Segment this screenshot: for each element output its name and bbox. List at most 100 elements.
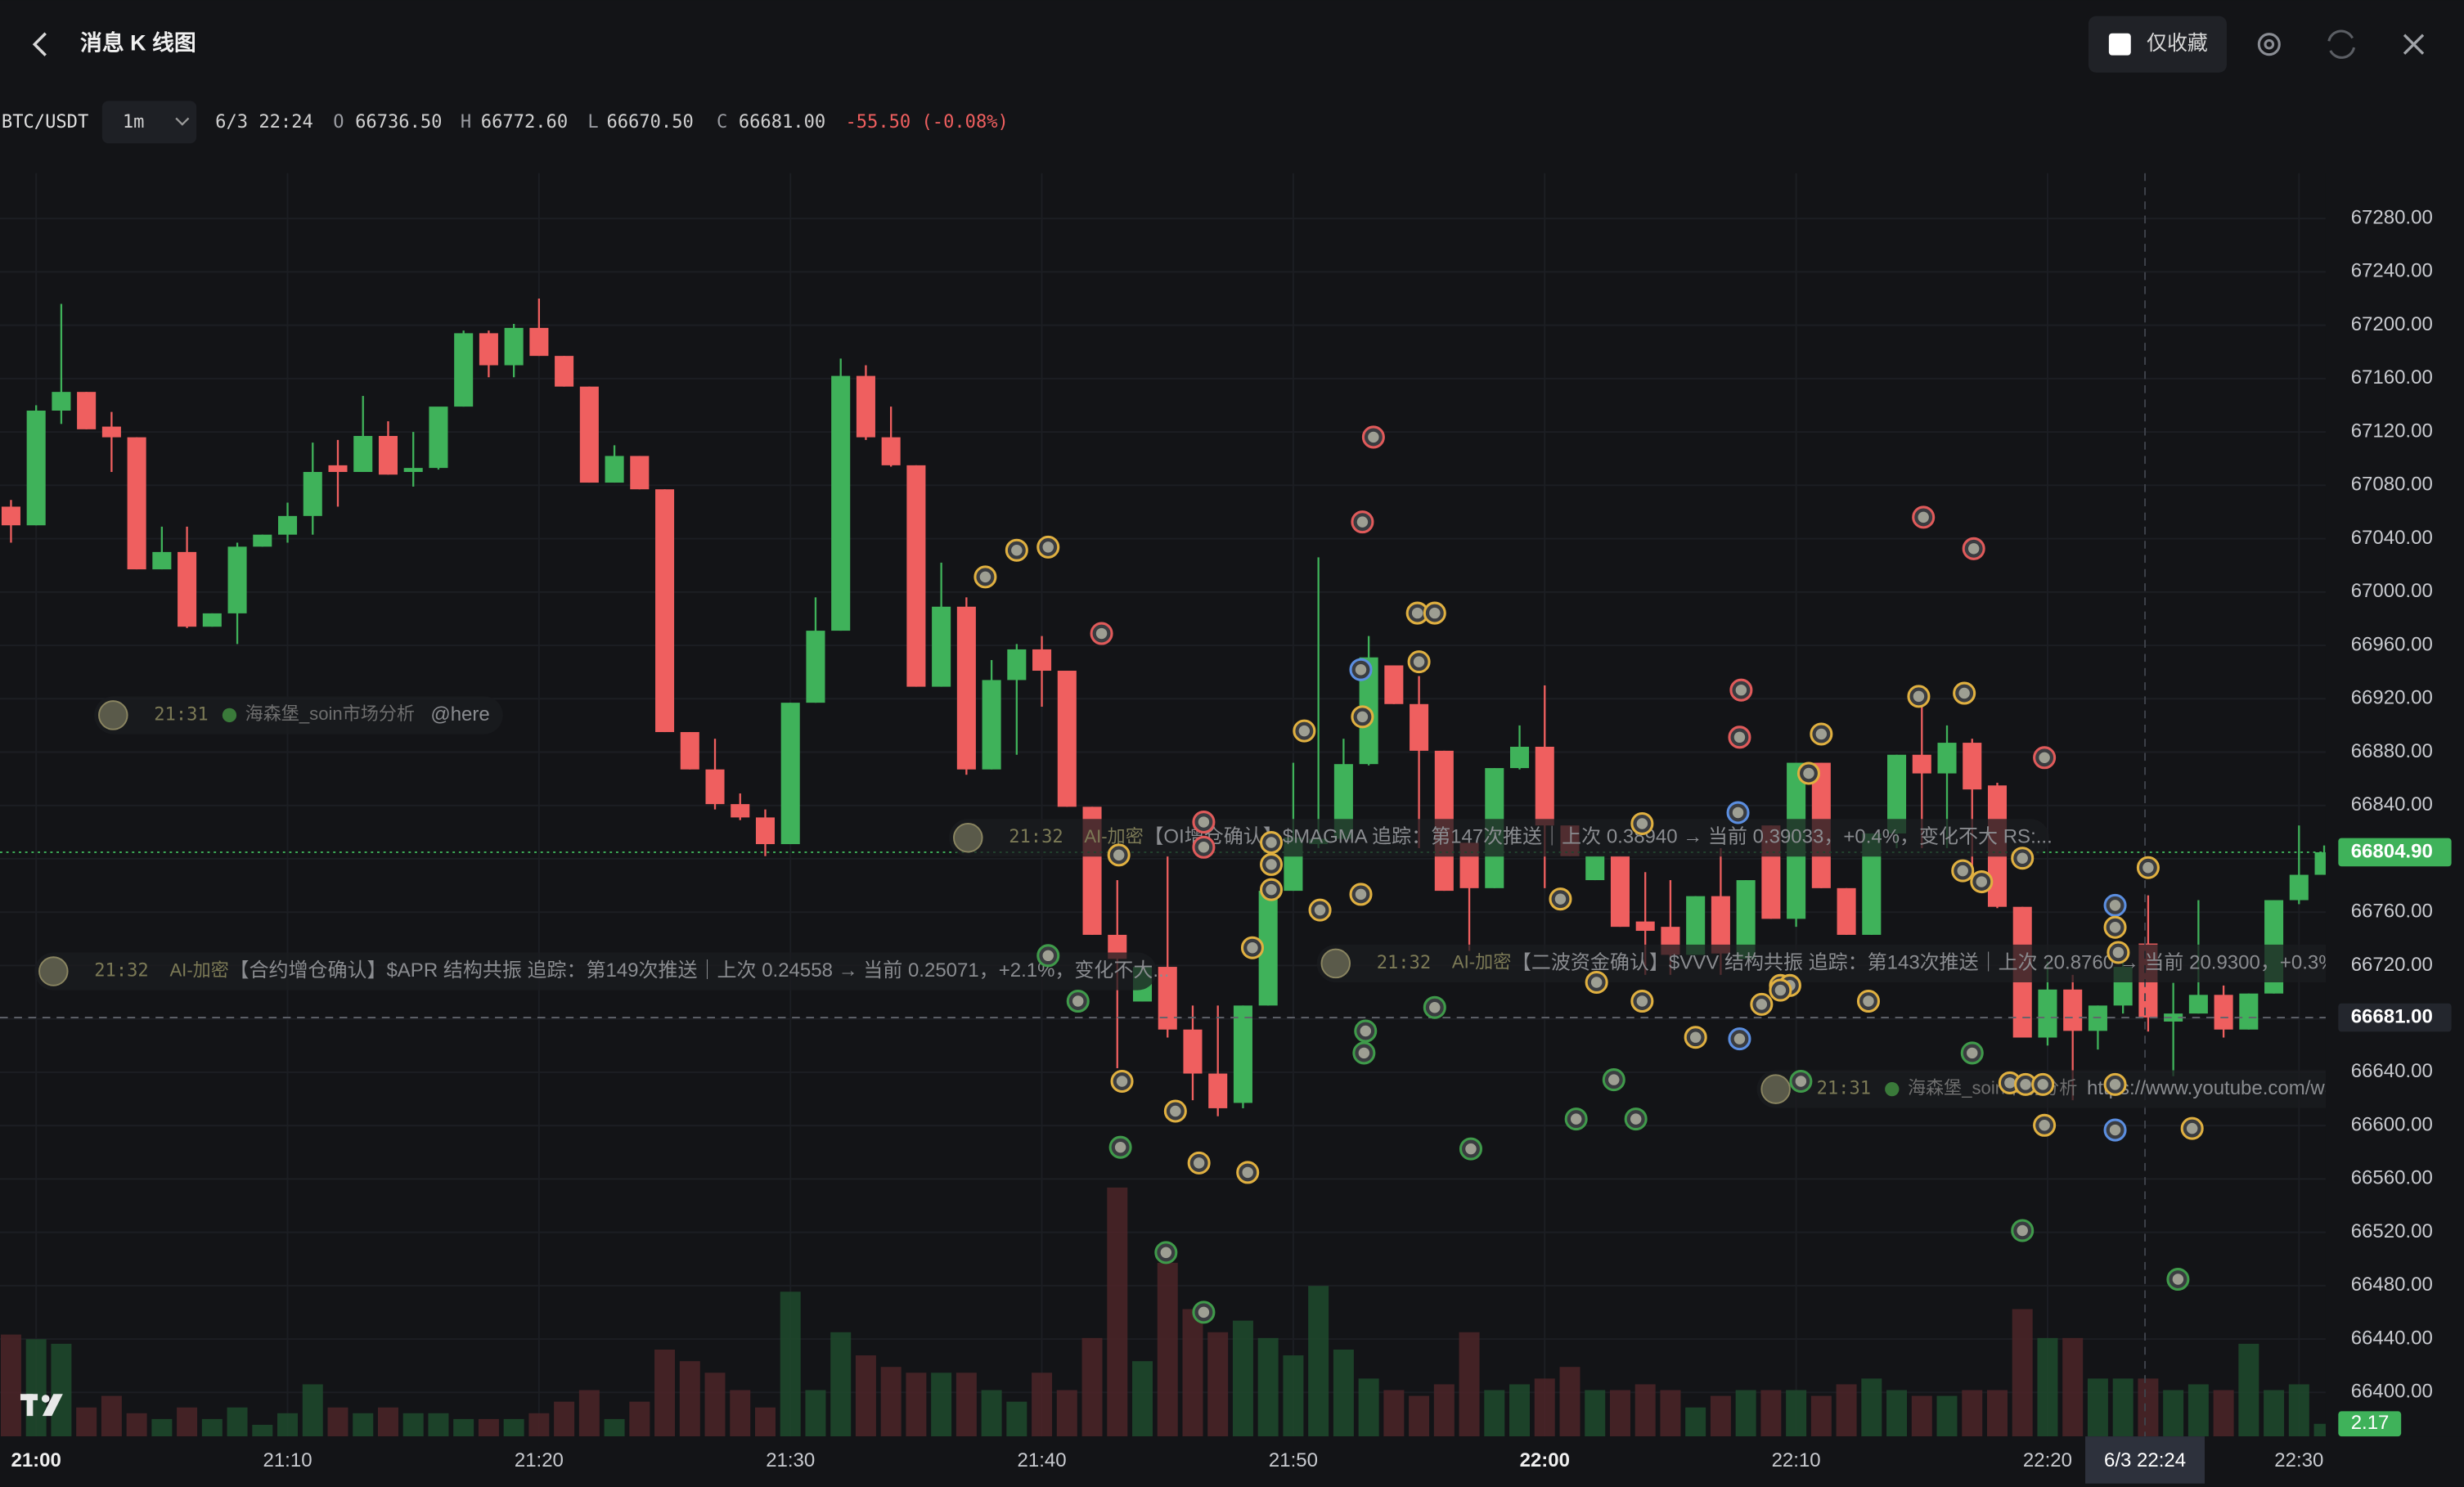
candle-body — [429, 407, 448, 469]
x-tick-label: 21:10 — [263, 1449, 312, 1471]
volume-bar — [1257, 1337, 1279, 1437]
y-tick-label: 66920.00 — [2351, 687, 2433, 709]
candle-body — [504, 327, 524, 366]
volume-bar — [1735, 1390, 1756, 1437]
marker-avatar — [1247, 941, 1258, 954]
message-author: AI-加密 — [1452, 952, 1511, 973]
marker-avatar — [1298, 725, 1311, 737]
marker-avatar — [1756, 999, 1768, 1010]
interval-select[interactable] — [101, 101, 197, 144]
candle-body — [1912, 754, 1931, 774]
candle-body — [806, 631, 825, 703]
back-button[interactable] — [32, 32, 47, 56]
marker-avatar — [1918, 511, 1929, 523]
volume-bar — [1157, 1262, 1178, 1437]
candle-body — [1686, 896, 1706, 955]
candle-body — [1057, 671, 1077, 807]
volume-bar — [1383, 1390, 1405, 1437]
message-time: 21:31 — [154, 703, 208, 725]
volume-bar — [101, 1395, 122, 1437]
marker-avatar — [1815, 728, 1828, 740]
refresh-button[interactable] — [2327, 29, 2356, 59]
volume-bar — [1559, 1367, 1580, 1437]
marker-avatar — [1198, 1306, 1210, 1319]
candle-body — [906, 465, 926, 687]
marker-avatar — [2109, 1124, 2121, 1136]
y-tick-label: 67000.00 — [2351, 580, 2433, 602]
marker-avatar — [1774, 984, 1787, 996]
y-tick-label: 67240.00 — [2351, 260, 2433, 282]
y-tick-label: 66600.00 — [2351, 1113, 2433, 1135]
volume-bar — [830, 1332, 852, 1437]
candle-body — [1208, 1073, 1228, 1108]
volume-bar — [2163, 1390, 2184, 1437]
candle-body — [1007, 649, 1027, 681]
candle-wick — [537, 299, 541, 357]
marker-avatar — [2037, 1079, 2048, 1090]
candle-body — [353, 435, 373, 473]
volume-bar — [931, 1372, 952, 1437]
volume-bar — [1308, 1286, 1329, 1437]
volume-bar — [428, 1413, 449, 1437]
message-author: AI-加密 — [169, 959, 228, 980]
volume-bar — [1032, 1372, 1053, 1437]
volume-bar — [2062, 1337, 2084, 1437]
marker-avatar — [1630, 1113, 1642, 1125]
marker-avatar — [1242, 1166, 1253, 1179]
message-text: @here — [430, 703, 489, 726]
candle-body — [77, 392, 97, 429]
marker-avatar — [1193, 1157, 1205, 1169]
crosshair-time-label: 6/3 22:24 — [2104, 1449, 2186, 1471]
volume-bar — [780, 1292, 801, 1437]
volume-bar — [1634, 1384, 1656, 1437]
marker-avatar — [1957, 865, 1968, 877]
legend-value: 66681.00 — [739, 111, 825, 133]
message-text: 【合约增仓确认】$APR 结构共振 追踪：第149次推送｜上次 0.24558 … — [229, 959, 1169, 982]
favorites-toggle[interactable] — [2088, 16, 2227, 73]
marker-avatar — [1732, 806, 1744, 819]
volume-bar — [2012, 1309, 2033, 1437]
settings-button[interactable] — [2257, 33, 2281, 56]
legend-change: -55.50 (-0.08%) — [845, 111, 1008, 133]
legend-value: 66772.60 — [481, 111, 568, 133]
volume-bar — [1609, 1390, 1630, 1437]
candle-body — [403, 468, 423, 473]
volume-label: 2.17 — [2351, 1412, 2390, 1434]
volume-bar — [855, 1355, 876, 1437]
candle-body — [1635, 921, 1655, 932]
legend-key: H — [461, 111, 471, 133]
marker-avatar — [1116, 1076, 1128, 1087]
candle-body — [1937, 743, 1957, 774]
volume-bar — [353, 1413, 374, 1437]
volume-bar — [25, 1339, 47, 1437]
candle-body — [202, 613, 222, 627]
marker-avatar — [2004, 1077, 2016, 1089]
marker-avatar — [1608, 1074, 1620, 1085]
marker-avatar — [1198, 842, 1210, 853]
checkbox[interactable] — [2108, 33, 2131, 56]
candle-wick — [437, 468, 440, 470]
volume-bar — [755, 1407, 776, 1437]
axis-bg — [2325, 173, 2464, 1437]
volume-bar — [302, 1384, 323, 1437]
marker-avatar — [1465, 1143, 1477, 1155]
volume-bar — [1786, 1390, 1807, 1437]
marker-avatar — [1113, 849, 1125, 861]
marker-avatar — [1266, 837, 1277, 848]
volume-bar — [2187, 1384, 2209, 1437]
volume-bar — [2238, 1343, 2259, 1437]
message-time: 21:32 — [1009, 826, 1063, 847]
candle-body — [881, 437, 901, 465]
message-author: 海森堡_soin市场分析 — [245, 703, 415, 724]
volume-bar — [1132, 1361, 1153, 1437]
candle-wick — [412, 432, 415, 487]
chevron — [175, 117, 190, 126]
marker-avatar — [1356, 516, 1369, 528]
marker-avatar — [1042, 950, 1054, 962]
close-button[interactable] — [2403, 34, 2425, 55]
candle-body — [479, 333, 498, 366]
crosshair-price-label: 66681.00 — [2351, 1005, 2433, 1027]
candle-body — [1963, 743, 1982, 790]
